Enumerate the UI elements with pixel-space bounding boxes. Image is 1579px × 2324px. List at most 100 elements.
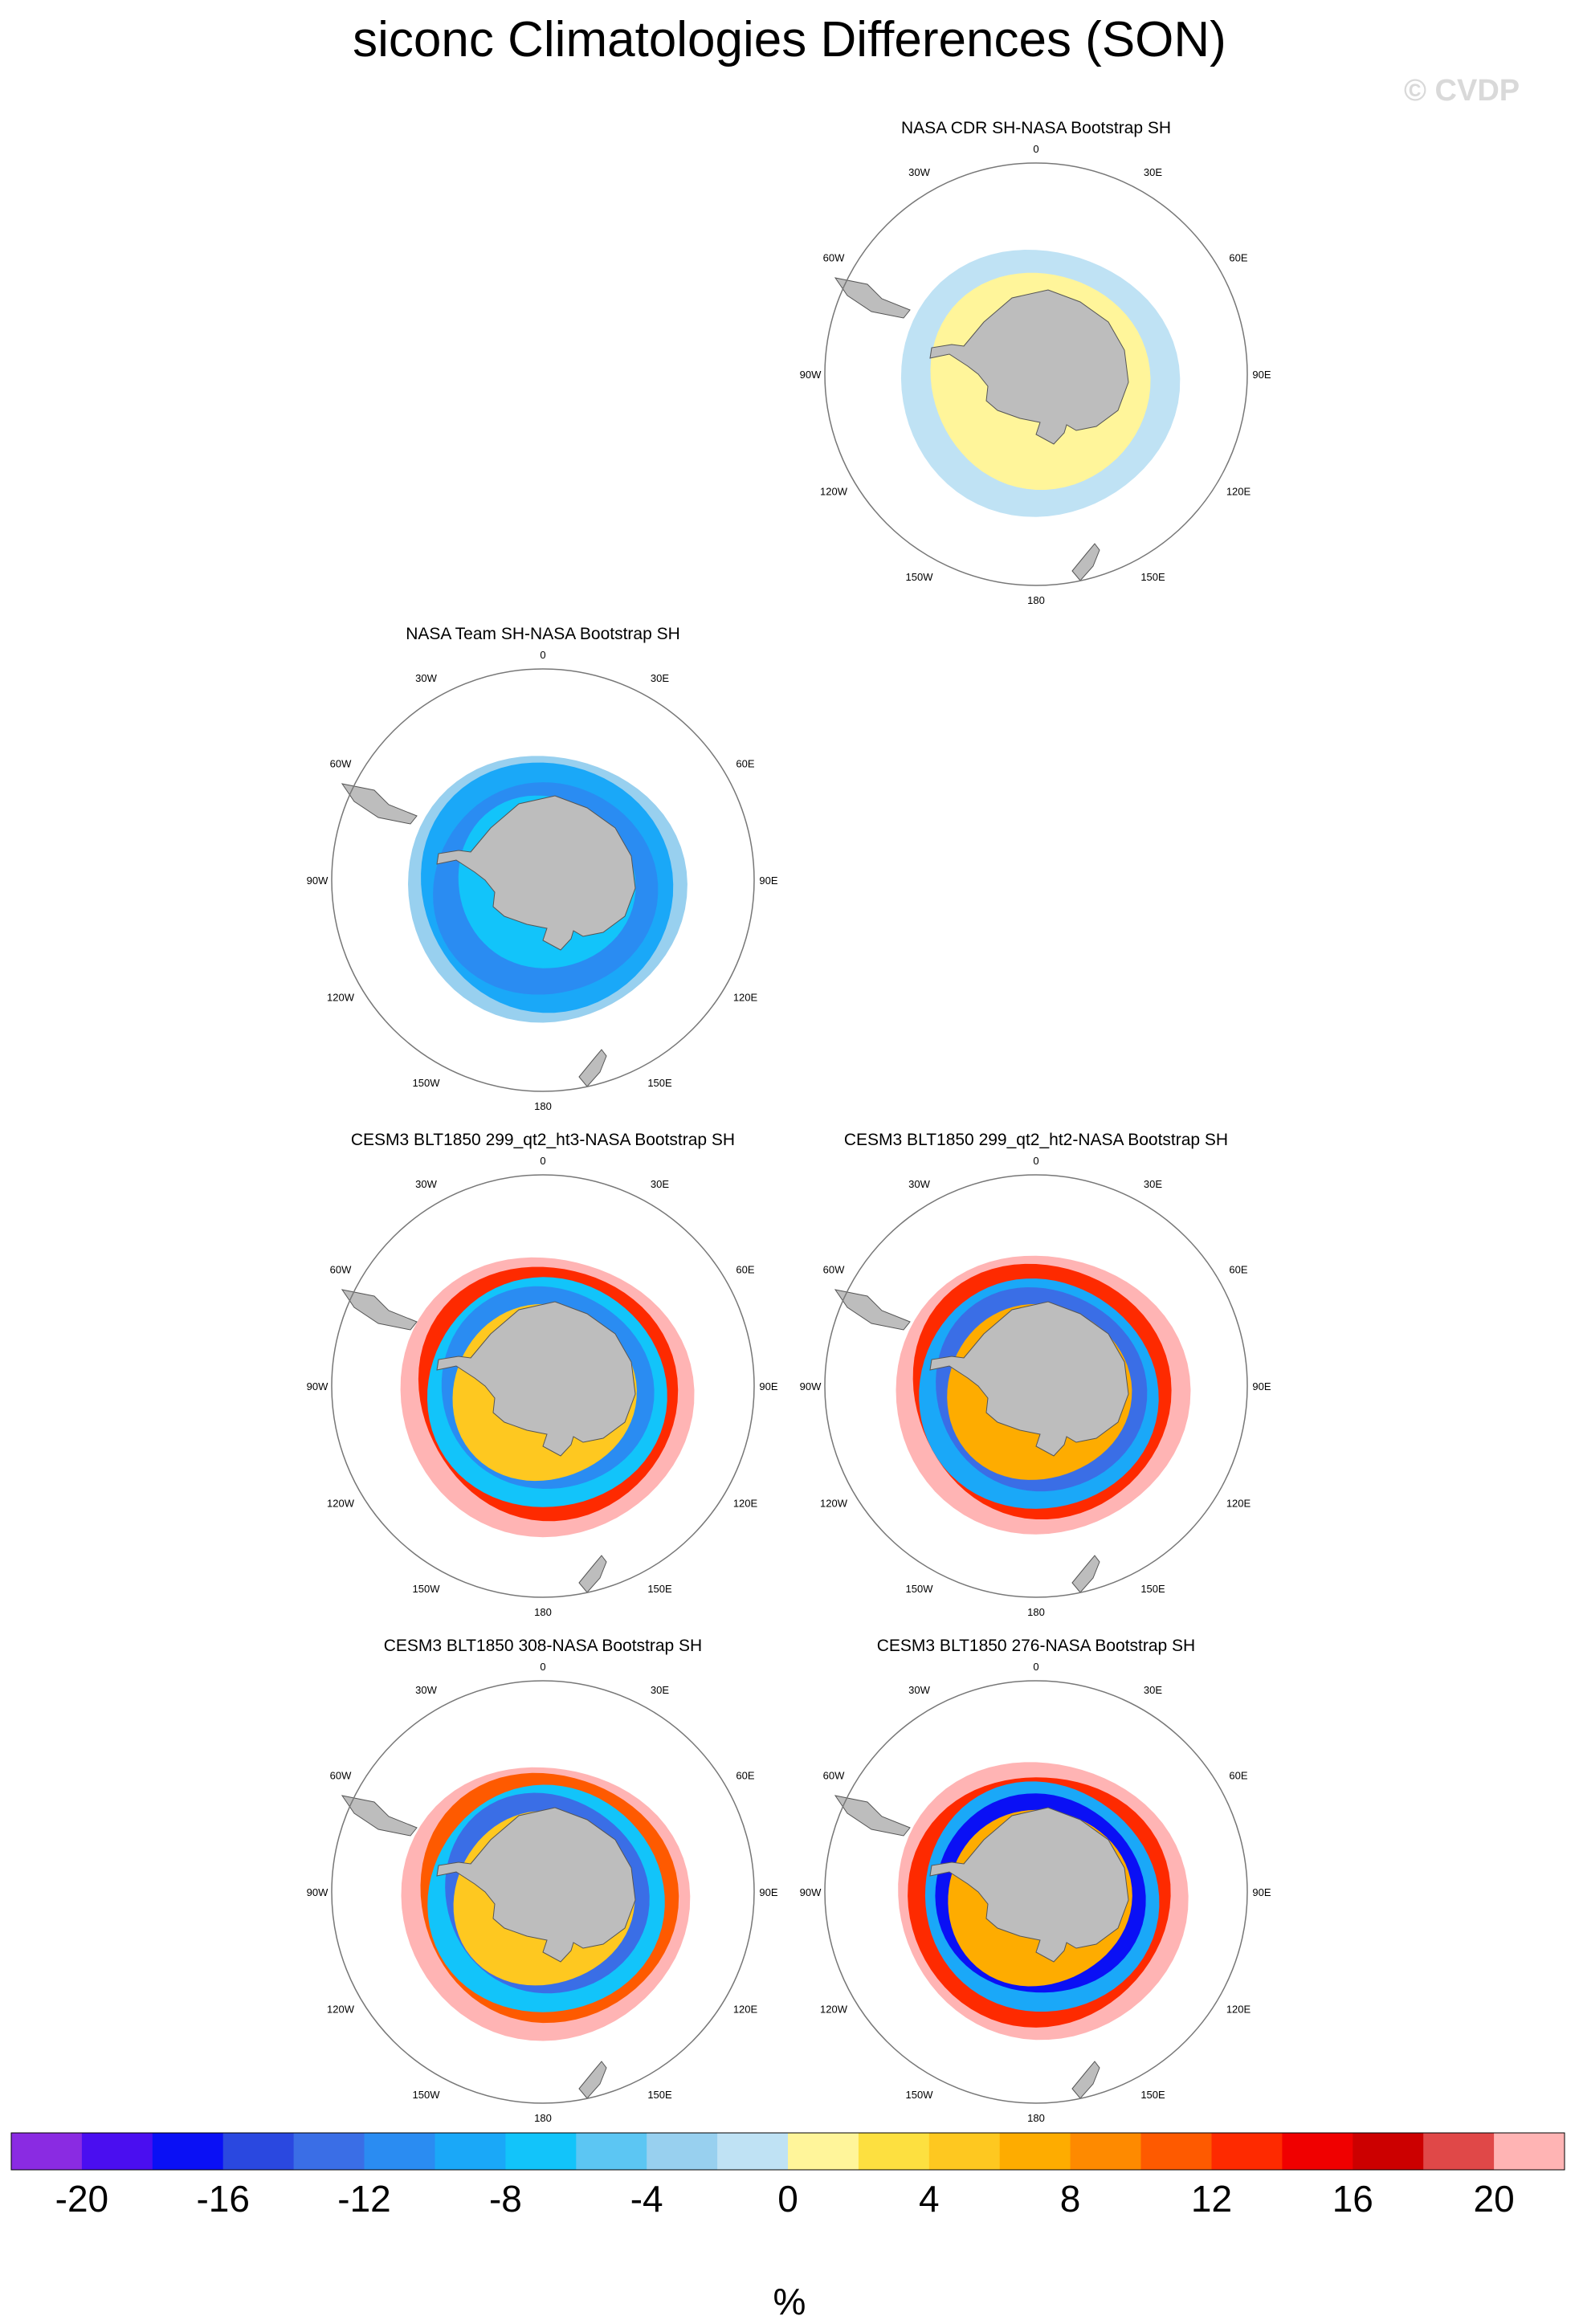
ice-contour-band	[908, 1777, 1171, 2028]
ice-contour-band	[453, 1811, 635, 1986]
longitude-label: 60W	[330, 1770, 352, 1782]
longitude-label: 150W	[413, 2089, 441, 2101]
new-zealand-land	[1071, 2061, 1100, 2099]
longitude-label: 60E	[736, 1264, 754, 1276]
longitude-label: 150W	[413, 1583, 441, 1595]
ice-contour-band	[420, 1772, 679, 2024]
sea-ice-difference-field	[898, 1762, 1189, 2041]
map-boundary	[824, 162, 1248, 586]
south-america-land	[341, 1795, 418, 1837]
longitude-label: 120E	[733, 992, 758, 1004]
colorbar-swatch	[1140, 2133, 1212, 2170]
longitude-label: 30W	[415, 672, 437, 684]
longitude-label: 30W	[415, 1684, 437, 1696]
ice-contour-band	[935, 1793, 1146, 1993]
panel-title: CESM3 BLT1850 299_qt2_ht3-NASA Bootstrap…	[350, 1131, 736, 1149]
main-title: siconc Climatologies Differences (SON)	[353, 12, 1226, 67]
antarctica-land	[436, 1807, 636, 1963]
ice-contour-band	[898, 1762, 1189, 2041]
colorbar-swatch	[222, 2133, 295, 2170]
longitude-label: 90E	[1252, 1886, 1271, 1898]
longitude-label: 90W	[307, 875, 328, 887]
longitude-label: 90E	[759, 1380, 777, 1392]
longitude-label: 60E	[1229, 1770, 1247, 1782]
colorbar-tick-label: 0	[777, 2178, 798, 2220]
panel-title: CESM3 BLT1850 276-NASA Bootstrap SH	[876, 1637, 1196, 1655]
longitude-label: 120W	[820, 1498, 848, 1510]
longitude-label: 60E	[736, 1770, 754, 1782]
antarctica-land	[436, 1301, 636, 1457]
longitude-label: 60W	[823, 1264, 845, 1276]
longitude-label: 90W	[800, 369, 822, 381]
longitude-label: 180	[1027, 2112, 1045, 2124]
ice-contour-band	[458, 795, 636, 968]
map-boundary	[824, 1680, 1248, 2104]
colorbar-tick-label: -20	[55, 2178, 108, 2220]
longitude-label: 90E	[1252, 1380, 1271, 1392]
longitude-label: 60E	[736, 758, 754, 770]
colorbar-swatch	[788, 2133, 859, 2170]
longitude-label: 150W	[906, 1583, 934, 1595]
longitude-label: 90E	[1252, 369, 1271, 381]
ice-contour-band	[900, 250, 1181, 517]
antarctica-land	[929, 289, 1129, 445]
longitude-label: 150E	[1140, 1583, 1165, 1595]
panel-title: CESM3 BLT1850 299_qt2_ht2-NASA Bootstrap…	[843, 1131, 1229, 1149]
colorbar-tick-label: 4	[919, 2178, 940, 2220]
colorbar-swatch	[1353, 2133, 1424, 2170]
longitude-label: 120E	[733, 2004, 758, 2016]
ice-contour-band	[401, 1767, 691, 2041]
colorbar-swatch	[1070, 2133, 1141, 2170]
ice-contour-band	[930, 272, 1151, 490]
longitude-label: 90W	[800, 1886, 822, 1898]
ice-contour-band	[445, 1792, 650, 1994]
longitude-label: 30W	[415, 1178, 437, 1190]
new-zealand-land	[578, 1555, 607, 1593]
longitude-label: 180	[534, 1606, 552, 1618]
ice-contour-band	[441, 1286, 655, 1489]
longitude-label: 30W	[908, 1684, 930, 1696]
south-america-land	[834, 277, 911, 319]
ice-contour-band	[408, 756, 687, 1023]
antarctica-land	[436, 795, 636, 951]
longitude-label: 90E	[759, 875, 777, 887]
colorbar-swatch	[647, 2133, 718, 2170]
colorbar-swatch	[717, 2133, 789, 2170]
longitude-label: 180	[534, 2112, 552, 2124]
colorbar-swatch	[1423, 2133, 1495, 2170]
new-zealand-land	[578, 2061, 607, 2099]
ice-contour-band	[948, 1809, 1132, 1987]
new-zealand-land	[1071, 1555, 1100, 1593]
longitude-label: 30E	[651, 672, 669, 684]
longitude-label: 30W	[908, 1178, 930, 1190]
longitude-label: 120W	[820, 2004, 848, 2016]
south-america-land	[341, 1289, 418, 1331]
colorbar-swatch	[435, 2133, 506, 2170]
south-america-land	[834, 1795, 911, 1837]
longitude-label: 120E	[733, 1498, 758, 1510]
panel-title: NASA CDR SH-NASA Bootstrap SH	[900, 119, 1172, 137]
longitude-label: 60W	[823, 252, 845, 264]
colorbar-tick-label: 12	[1191, 2178, 1232, 2220]
colorbar-unit-label: %	[773, 2281, 806, 2322]
antarctica-land	[929, 1807, 1129, 1963]
longitude-label: 90W	[800, 1380, 822, 1392]
antarctica-land	[929, 1301, 1129, 1457]
colorbar-swatch	[364, 2133, 435, 2170]
watermark: © CVDP	[1404, 74, 1520, 108]
longitude-label: 0	[540, 1661, 545, 1673]
longitude-label: 0	[540, 649, 545, 661]
longitude-label: 180	[534, 1100, 552, 1112]
longitude-label: 30E	[1144, 166, 1162, 178]
longitude-label: 30W	[908, 166, 930, 178]
longitude-label: 120E	[1226, 1498, 1251, 1510]
new-zealand-land	[1071, 543, 1100, 581]
longitude-label: 150E	[647, 2089, 672, 2101]
colorbar-tick-label: -8	[489, 2178, 522, 2220]
